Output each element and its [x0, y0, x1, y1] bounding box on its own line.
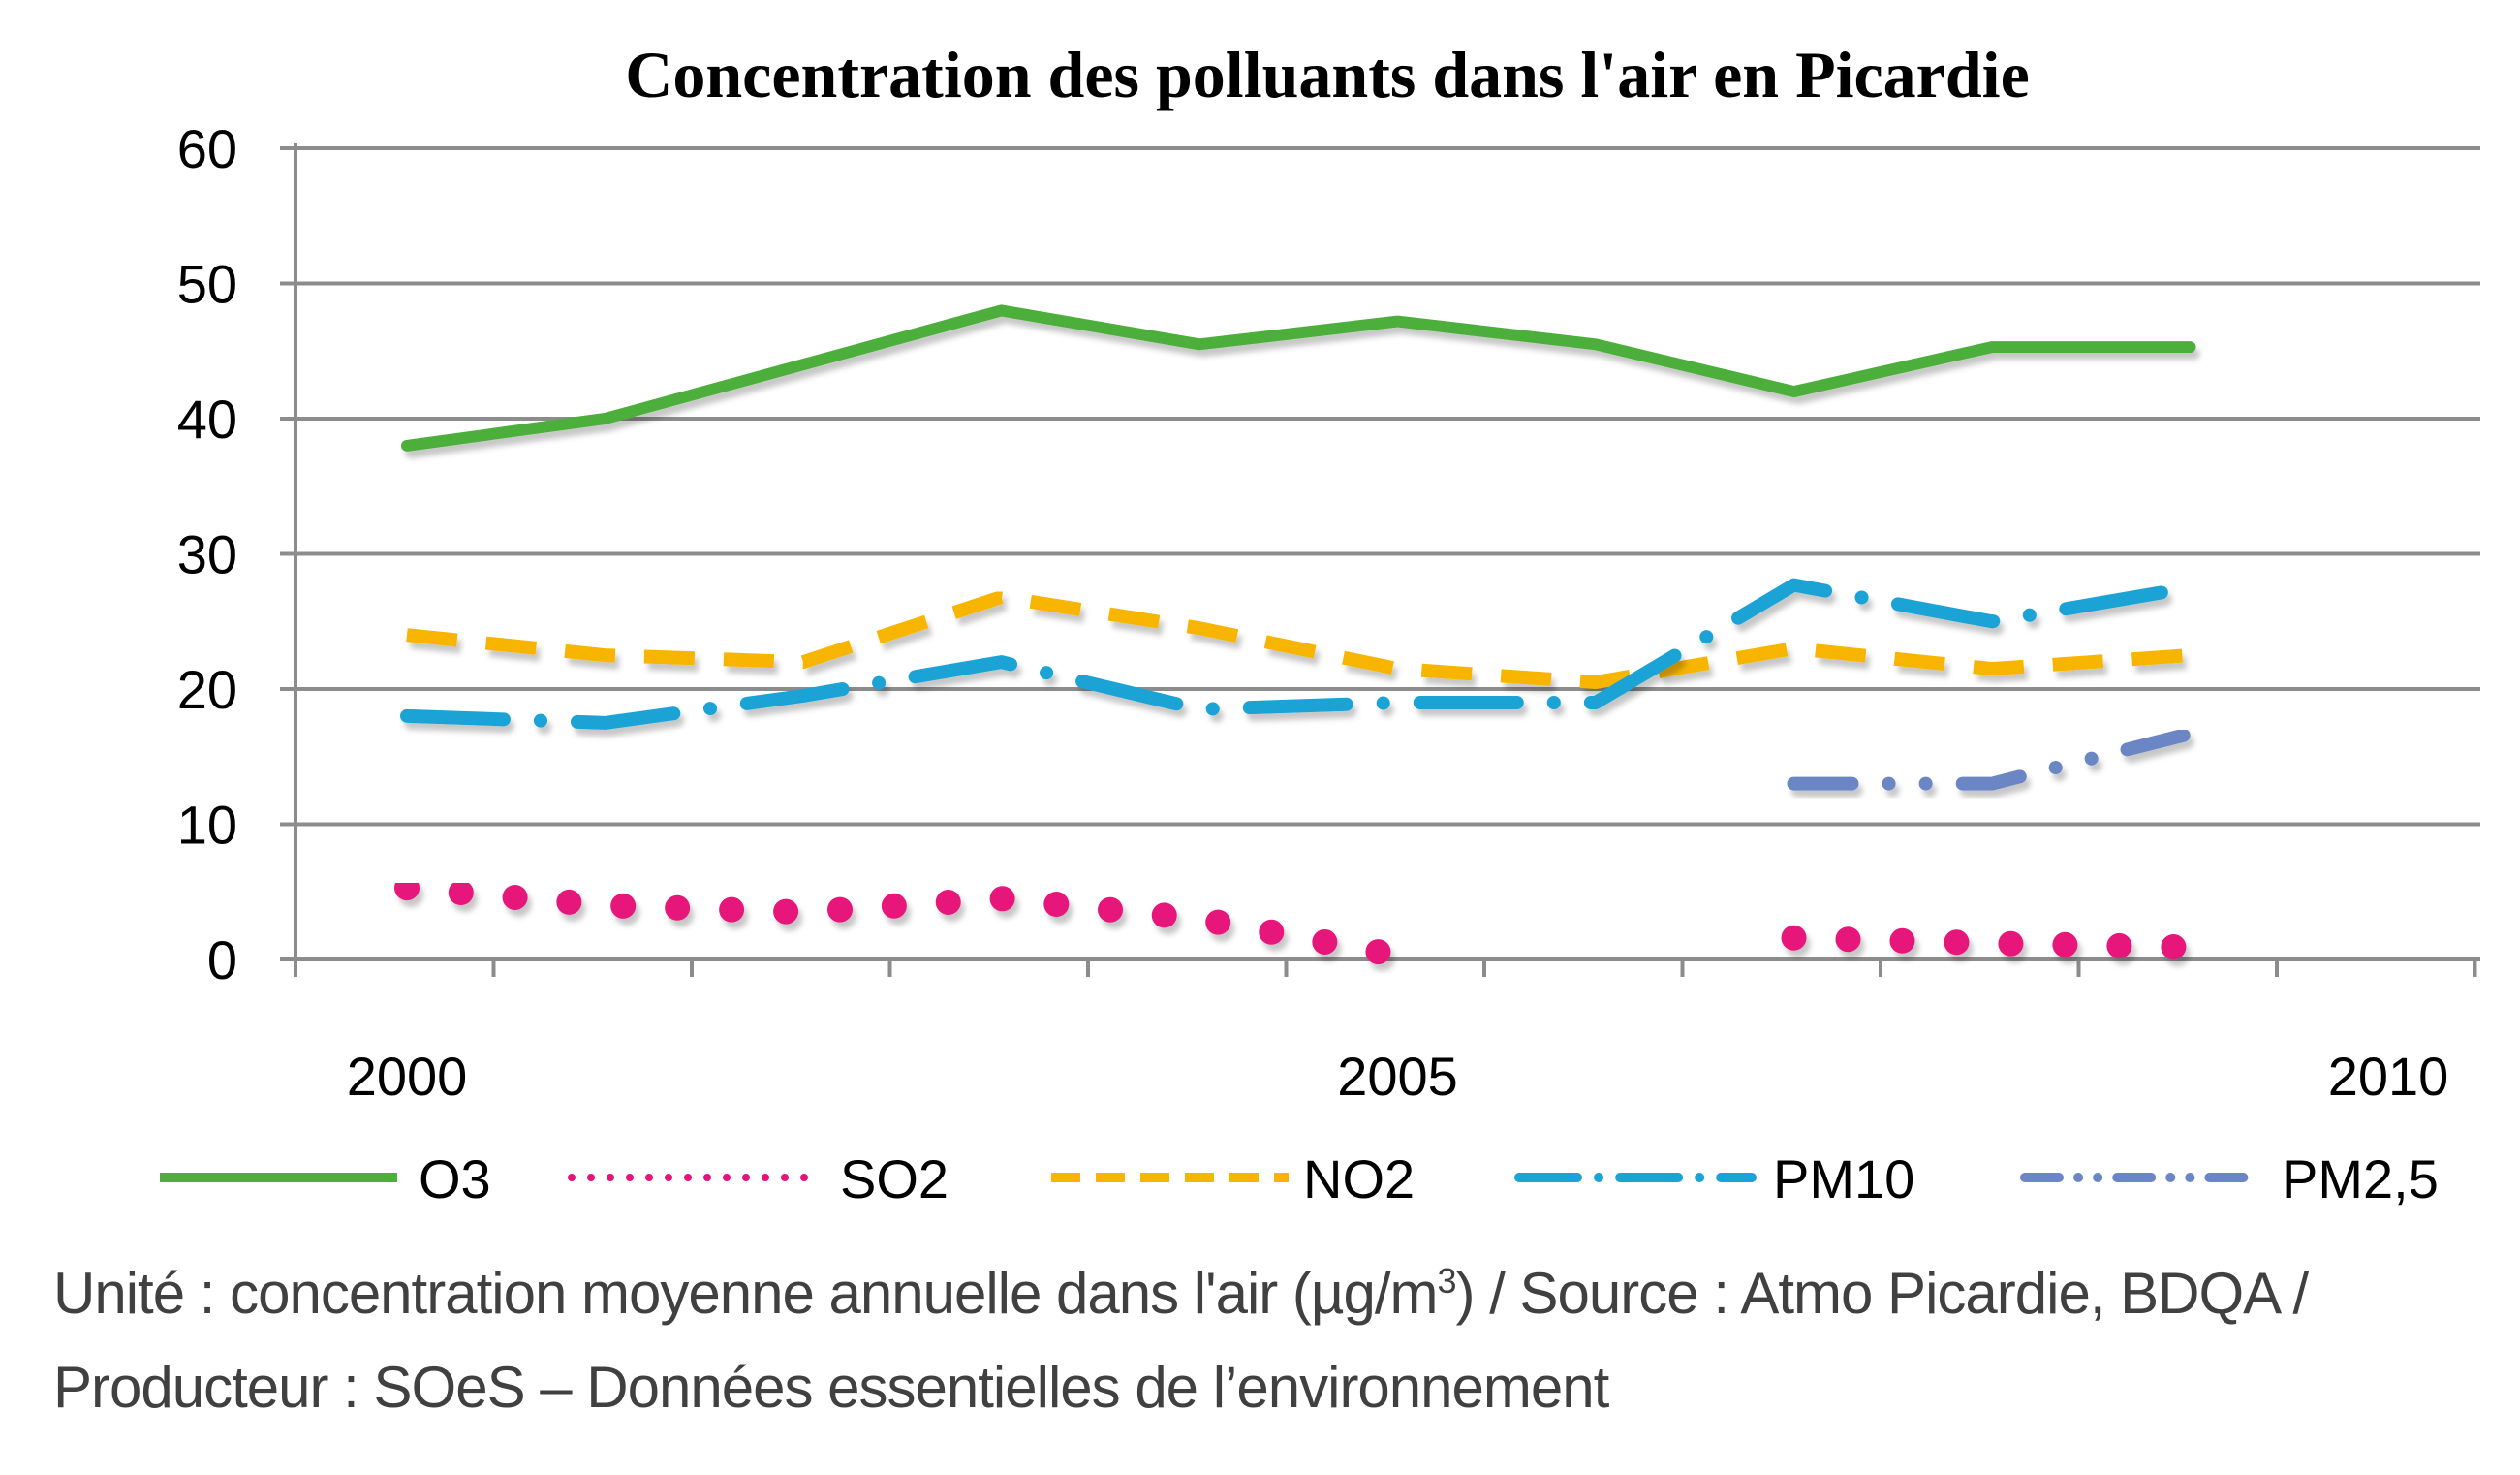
data-point-PM10-2008: [1991, 620, 1993, 622]
y-tick-label-0: 0: [207, 929, 237, 990]
data-point-PM10-2003: [1001, 661, 1003, 663]
data-point-SO2-2001: [605, 904, 607, 906]
x-tick-label-2000: 2000: [347, 1046, 468, 1107]
data-point-SO2-2009: [2190, 946, 2192, 948]
legend-item-PM2,5: PM2,5: [2020, 1148, 2439, 1209]
footer-source-line: Unité : concentration moyenne annuelle d…: [53, 1260, 2310, 1327]
data-point-PM10-2007: [1793, 584, 1795, 586]
data-point-O3-2001: [605, 418, 607, 420]
axis-layer: 0 10 20 30 40 50 60 2000 2005 2010: [177, 118, 2480, 1107]
data-point-O3-2004: [1198, 343, 1200, 345]
series-O3: [401, 304, 2196, 452]
data-point-NO2-2004: [1198, 627, 1200, 629]
data-point-PM10-2002: [802, 695, 804, 697]
legend-item-NO2: NO2: [1051, 1148, 1415, 1209]
series-PM2,5: [1787, 727, 2197, 791]
chart-title: Concentration des polluants dans l'air e…: [625, 38, 2030, 111]
data-point-NO2-2000: [406, 634, 408, 636]
legend-label-NO2: NO2: [1303, 1148, 1415, 1209]
data-point-SO2-2002: [802, 911, 804, 913]
data-point-NO2-2006: [1595, 681, 1597, 683]
footer-source-text: ) / Source : Atmo Picardie, BDQA /: [1455, 1261, 2310, 1326]
series-NO2: [406, 590, 2192, 689]
data-point-SO2-2004: [1198, 918, 1200, 920]
data-point-PM10-2001: [605, 722, 607, 724]
data-point-NO2-2001: [605, 654, 607, 656]
y-tick-label-30: 30: [177, 524, 237, 585]
y-tick-label-60: 60: [177, 118, 237, 179]
data-point-PM2,5-2008: [1991, 783, 1993, 785]
x-tick-label-2005: 2005: [1337, 1046, 1458, 1107]
data-point-SO2-2007: [1793, 937, 1795, 939]
x-tick-label-2010: 2010: [2328, 1046, 2449, 1107]
data-point-NO2-2009: [2190, 654, 2192, 656]
series-line-PM2,5-0: [1787, 727, 2197, 791]
legend-label-SO2: SO2: [840, 1148, 949, 1209]
data-point-O3-2005: [1397, 321, 1399, 323]
legend-label-PM10: PM10: [1773, 1148, 1914, 1209]
series-line-O3-0: [401, 304, 2196, 452]
data-point-PM10-2006: [1595, 702, 1597, 704]
data-point-O3-2007: [1793, 391, 1795, 392]
data-point-O3-2000: [406, 445, 408, 447]
y-tick-label-10: 10: [177, 795, 237, 856]
series-PM10: [400, 578, 2197, 730]
grid-layer: [296, 146, 2480, 827]
data-point-O3-2002: [802, 363, 804, 365]
data-point-O3-2006: [1595, 343, 1597, 345]
legend: O3 SO2 NO2 PM10 PM2,5: [160, 1148, 2439, 1209]
data-point-SO2-2000: [406, 887, 408, 889]
data-point-NO2-2002: [802, 661, 804, 663]
data-point-O3-2003: [1001, 309, 1003, 311]
series-line-SO2-1: [1781, 925, 2203, 960]
data-point-NO2-2007: [1793, 647, 1795, 649]
footer-unit-exponent: 3: [1437, 1261, 1457, 1301]
data-point-PM2,5-2009: [2190, 733, 2192, 735]
data-point-PM10-2000: [406, 715, 408, 717]
data-point-SO2-2008: [1991, 942, 1993, 944]
series-line-SO2-0: [394, 875, 1411, 968]
series-layer: [394, 304, 2203, 968]
data-point-NO2-2005: [1397, 668, 1399, 670]
data-point-PM10-2005: [1397, 702, 1399, 704]
data-point-PM2,5-2007: [1793, 783, 1795, 785]
y-tick-label-20: 20: [177, 659, 237, 720]
footer-producer-line: Producteur : SOeS – Données essentielles…: [53, 1355, 1609, 1420]
series-line-NO2-0: [406, 590, 2191, 689]
legend-item-O3: O3: [160, 1148, 491, 1209]
legend-label-PM2,5: PM2,5: [2282, 1148, 2439, 1209]
y-tick-label-50: 50: [177, 254, 237, 315]
data-point-NO2-2008: [1991, 668, 1993, 670]
y-tick-label-40: 40: [177, 389, 237, 450]
series-line-PM10-0: [400, 578, 2197, 730]
data-point-SO2-2003: [1001, 897, 1003, 899]
data-point-SO2-2005: [1397, 955, 1399, 957]
legend-item-SO2: SO2: [568, 1148, 949, 1209]
footer-unit-text: Unité : concentration moyenne annuelle d…: [53, 1261, 1439, 1326]
data-point-PM10-2009: [2190, 586, 2192, 588]
data-point-NO2-2003: [1001, 596, 1003, 598]
data-point-O3-2008: [1991, 346, 1993, 348]
legend-label-O3: O3: [419, 1148, 491, 1209]
legend-item-PM10: PM10: [1514, 1148, 1914, 1209]
data-point-O3-2009: [2190, 346, 2192, 348]
data-point-PM10-2004: [1198, 708, 1200, 710]
series-SO2: [394, 875, 2203, 968]
